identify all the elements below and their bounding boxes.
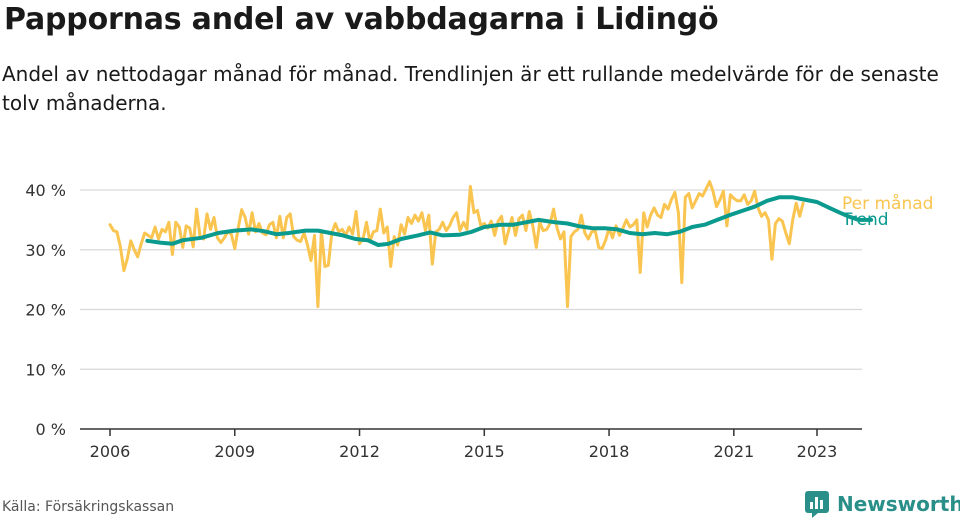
x-tick-label: 2015 — [464, 442, 505, 461]
chart-title: Pappornas andel av vabbdagarna i Lidingö — [4, 2, 719, 37]
series-label-trend: Trend — [841, 210, 889, 230]
y-tick-label: 10 % — [25, 360, 66, 379]
source-note: Källa: Försäkringskassan — [2, 499, 175, 515]
brand-name: Newsworthy — [837, 492, 960, 516]
y-tick-label: 20 % — [25, 301, 66, 320]
x-tick-label: 2012 — [339, 442, 380, 461]
newsworthy-logo-icon — [805, 491, 829, 518]
x-tick-label: 2006 — [90, 442, 131, 461]
brand-logo: Newsworthy — [804, 490, 960, 518]
series-line-per-manad — [108, 180, 805, 308]
y-tick-label: 30 % — [25, 241, 66, 260]
chart: 0 % 10 % 20 % 30 % 40 % 2006 2009 2012 2015 2018 2… — [25, 180, 933, 461]
x-tick-label: 2023 — [797, 442, 838, 461]
x-tick-label: 2009 — [214, 442, 255, 461]
series-label-per-manad: Per månad — [842, 193, 933, 214]
y-tick-label: 0 % — [36, 420, 66, 439]
chart-subtitle: Andel av nettodagar månad för månad. Tre… — [2, 62, 939, 115]
series-line-trend — [145, 195, 874, 247]
y-tick-label: 40 % — [25, 181, 66, 200]
x-tick-label: 2018 — [589, 442, 630, 461]
x-tick-label: 2021 — [713, 442, 754, 461]
